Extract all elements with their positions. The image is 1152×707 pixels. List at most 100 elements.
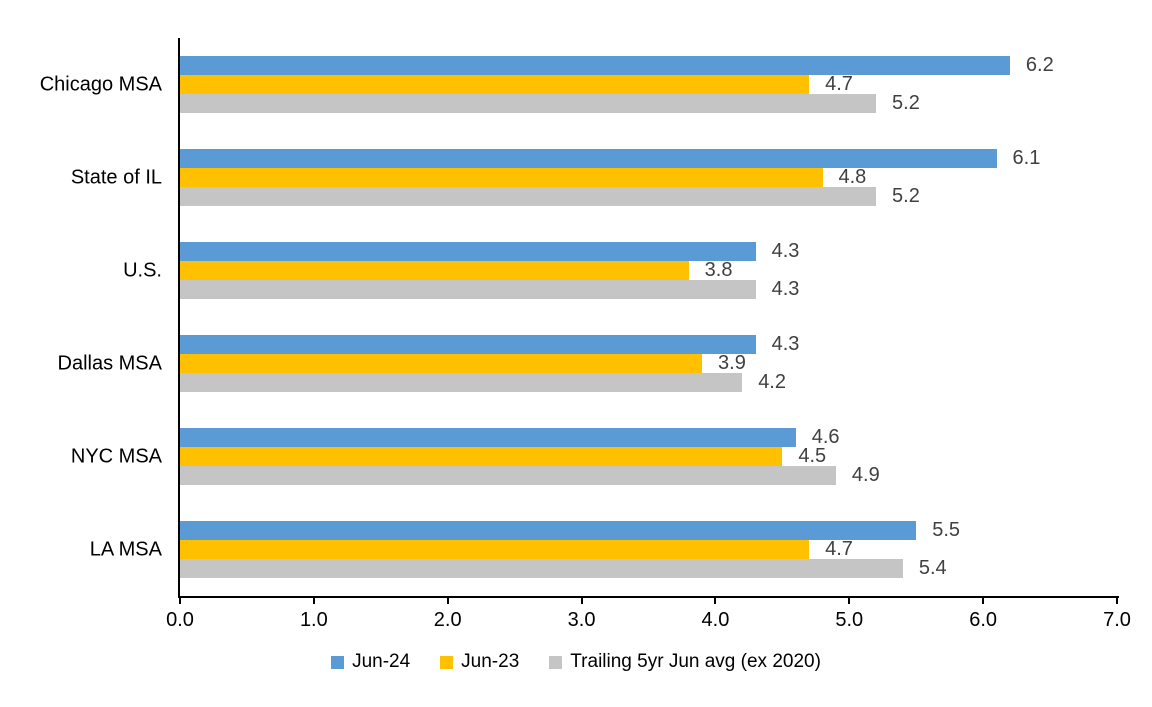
value-label: 4.3 bbox=[771, 240, 800, 262]
value-label: 4.7 bbox=[825, 538, 853, 560]
value-label: 3.9 bbox=[718, 352, 746, 374]
axis-tick bbox=[446, 598, 449, 604]
tick-label: 7.0 bbox=[1103, 609, 1131, 631]
bar bbox=[180, 373, 743, 392]
bar-group: 4.6 4.5 4.9 bbox=[180, 426, 1117, 486]
bar-line: 4.7 bbox=[180, 73, 1117, 95]
bar bbox=[180, 540, 810, 559]
axis-tick bbox=[982, 598, 985, 604]
value-label: 5.2 bbox=[892, 185, 920, 207]
bar-line: 4.7 bbox=[180, 538, 1117, 560]
tick-label: 0.0 bbox=[166, 609, 194, 631]
tick-label: 6.0 bbox=[969, 609, 998, 631]
bar bbox=[180, 187, 877, 206]
bar bbox=[180, 94, 877, 113]
value-label: 4.5 bbox=[798, 445, 827, 467]
bar-line: 4.5 bbox=[180, 445, 1117, 467]
y-axis-line bbox=[178, 38, 180, 598]
legend-swatch bbox=[440, 655, 454, 669]
value-label: 4.8 bbox=[838, 166, 867, 188]
bar bbox=[180, 428, 796, 447]
value-label: 5.4 bbox=[918, 557, 947, 579]
bar-line: 5.5 bbox=[180, 519, 1117, 541]
value-label: 4.6 bbox=[811, 426, 840, 448]
value-label: 6.1 bbox=[1012, 147, 1041, 169]
x-axis-line bbox=[178, 596, 1119, 598]
legend-label: Trailing 5yr Jun avg (ex 2020) bbox=[570, 651, 821, 672]
category-label: NYC MSA bbox=[70, 445, 162, 467]
axis-tick bbox=[179, 598, 181, 604]
value-label: 6.2 bbox=[1025, 54, 1054, 76]
category-row: NYC MSA 4.6 4.5 4.9 bbox=[71, 410, 1117, 503]
axis-tick bbox=[580, 598, 583, 604]
bar-line: 5.2 bbox=[180, 92, 1117, 114]
tick-label: 1.0 bbox=[299, 609, 328, 631]
bar-group: 6.1 4.8 5.2 bbox=[180, 147, 1117, 207]
axis-tick bbox=[848, 598, 851, 604]
bar-line: 4.3 bbox=[180, 333, 1117, 355]
bar bbox=[180, 56, 1010, 75]
category-label: U.S. bbox=[123, 259, 162, 281]
category-label: Chicago MSA bbox=[39, 73, 162, 95]
tick-label: 5.0 bbox=[835, 609, 864, 631]
bar-group: 5.5 4.7 5.4 bbox=[180, 519, 1117, 579]
bar-line: 4.9 bbox=[180, 464, 1117, 486]
value-label: 4.3 bbox=[771, 278, 800, 300]
value-label: 3.8 bbox=[704, 259, 733, 281]
bar-line: 6.2 bbox=[180, 54, 1117, 76]
axis-tick bbox=[714, 598, 717, 604]
bar bbox=[180, 354, 703, 373]
legend-item: Trailing 5yr Jun avg (ex 2020) bbox=[549, 651, 821, 673]
bar bbox=[180, 168, 823, 187]
bar bbox=[180, 466, 836, 485]
bar bbox=[180, 559, 903, 578]
plot-area: Chicago MSA 6.2 4.7 5.2 State of IL 6.1 4.8 5.2… bbox=[40, 38, 1131, 631]
tick-label: 3.0 bbox=[567, 609, 596, 631]
value-label: 4.2 bbox=[758, 371, 786, 393]
bar bbox=[180, 335, 756, 354]
bar-line: 4.6 bbox=[180, 426, 1117, 448]
category-row: Chicago MSA 6.2 4.7 5.2 bbox=[40, 38, 1117, 131]
legend-swatch bbox=[549, 655, 563, 669]
bar-line: 3.8 bbox=[180, 259, 1117, 281]
category-row: U.S. 4.3 3.8 4.3 bbox=[123, 224, 1117, 317]
bar-line: 4.2 bbox=[180, 371, 1117, 393]
bar-group: 6.2 4.7 5.2 bbox=[180, 54, 1117, 114]
bar-line: 4.3 bbox=[180, 240, 1117, 262]
legend-label: Jun-23 bbox=[461, 651, 520, 672]
chart-legend: Jun-24 Jun-23 Trailing 5yr Jun avg (ex 202… bbox=[0, 651, 1152, 673]
category-label: LA MSA bbox=[89, 538, 162, 560]
bar-line: 6.1 bbox=[180, 147, 1117, 169]
tick-label: 2.0 bbox=[433, 609, 462, 631]
bar-line: 4.8 bbox=[180, 166, 1117, 188]
category-row: Dallas MSA 4.3 3.9 4.2 bbox=[58, 317, 1117, 410]
bar bbox=[180, 261, 689, 280]
value-label: 5.2 bbox=[892, 92, 920, 114]
category-row: State of IL 6.1 4.8 5.2 bbox=[71, 131, 1117, 224]
legend-label: Jun-24 bbox=[352, 651, 411, 672]
value-label: 4.3 bbox=[771, 333, 800, 355]
value-label: 4.7 bbox=[825, 73, 853, 95]
axis-tick bbox=[1116, 598, 1118, 604]
category-label: Dallas MSA bbox=[57, 352, 162, 374]
legend-swatch bbox=[331, 655, 345, 669]
bar bbox=[180, 521, 917, 540]
bar bbox=[180, 149, 997, 168]
bar-group: 4.3 3.8 4.3 bbox=[180, 240, 1117, 300]
category-label: State of IL bbox=[70, 166, 162, 188]
legend-item: Jun-23 bbox=[440, 651, 519, 673]
bar-line: 3.9 bbox=[180, 352, 1117, 374]
bar-line: 5.2 bbox=[180, 185, 1117, 207]
bar-line: 5.4 bbox=[180, 557, 1117, 579]
bar bbox=[180, 447, 783, 466]
category-row: LA MSA 5.5 4.7 5.4 bbox=[90, 503, 1117, 596]
bar-line: 4.3 bbox=[180, 278, 1117, 300]
axis-tick bbox=[312, 598, 315, 604]
bar bbox=[180, 242, 756, 261]
bar-group: 4.3 3.9 4.2 bbox=[180, 333, 1117, 393]
value-label: 5.5 bbox=[932, 519, 961, 541]
value-label: 4.9 bbox=[851, 464, 880, 486]
legend-item: Jun-24 bbox=[331, 651, 410, 673]
bar bbox=[180, 75, 810, 94]
